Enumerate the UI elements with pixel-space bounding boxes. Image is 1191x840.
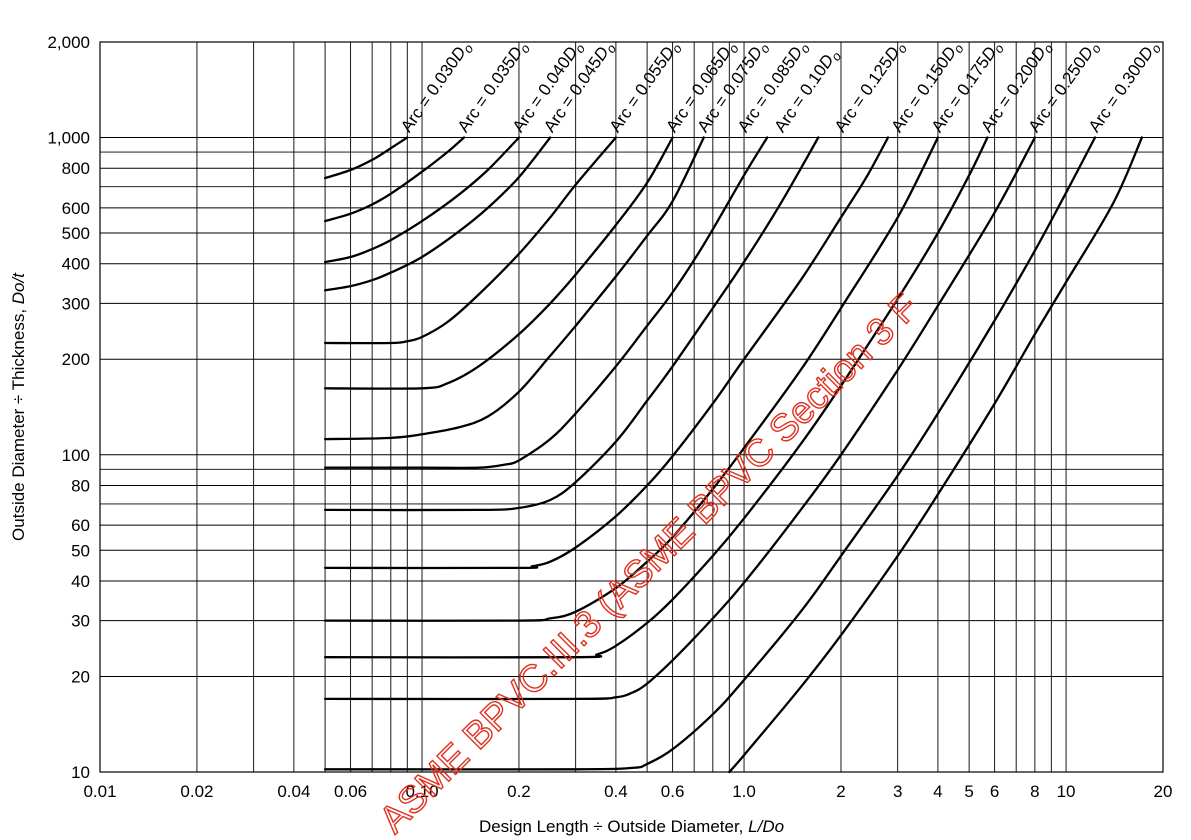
series-line: [323, 136, 769, 470]
x-axis-label: Design Length ÷ Outside Diameter, L/Do: [479, 817, 784, 836]
series-line: [323, 136, 521, 264]
x-tick-label: 0.01: [83, 782, 116, 801]
x-tick-label: 0.04: [277, 782, 310, 801]
x-tick-labels: 0.01 0.02 0.04 0.06 0.10 0.2 0.4 0.6 1.0 2 3 4 5 6 8 10…: [83, 782, 1172, 801]
series-line: [323, 136, 1037, 701]
x-tick-label: 20: [1154, 782, 1173, 801]
y-tick-label: 800: [62, 159, 90, 178]
series-line: [323, 136, 674, 390]
y-tick-label: 40: [71, 572, 90, 591]
x-tick-label: 0.4: [604, 782, 628, 801]
series-line: [323, 136, 890, 570]
x-tick-label: 5: [964, 782, 973, 801]
x-tick-label: 1.0: [732, 782, 756, 801]
y-tick-label: 50: [71, 541, 90, 560]
y-axis-label: Outside Diameter ÷ Thickness, Do/t: [9, 272, 28, 541]
series-line: [323, 136, 1097, 771]
x-tick-label: 0.2: [507, 782, 531, 801]
y-tick-label: 600: [62, 199, 90, 218]
series-curves: [323, 136, 1144, 774]
x-tick-label: 8: [1030, 782, 1039, 801]
y-tick-label: 20: [71, 667, 90, 686]
y-tick-label: 400: [62, 255, 90, 274]
x-tick-label: 0.6: [661, 782, 685, 801]
series-line: [323, 136, 552, 292]
watermark: ASME BPVC.III.3 (ASME BPVC Section 3 F: [372, 286, 927, 840]
y-tick-label: 80: [71, 476, 90, 495]
y-tick-label: 10: [71, 763, 90, 782]
x-tick-label: 0.02: [180, 782, 213, 801]
x-tick-label: 4: [933, 782, 942, 801]
series-line: [728, 136, 1144, 774]
series-line: [323, 136, 989, 659]
y-tick-label: 500: [62, 224, 90, 243]
y-tick-label: 30: [71, 612, 90, 631]
grid-lines: [99, 41, 1164, 773]
plot-frame: [99, 41, 1164, 773]
series-line: [323, 136, 820, 512]
series-line: [323, 136, 705, 441]
y-tick-label: 100: [62, 446, 90, 465]
x-tick-label: 0.06: [334, 782, 367, 801]
y-tick-label: 60: [71, 516, 90, 535]
x-tick-label: 2: [836, 782, 845, 801]
y-tick-label: 300: [62, 294, 90, 313]
series-line: [323, 136, 409, 180]
series-line: [323, 136, 940, 622]
series-line: [323, 136, 618, 345]
y-tick-label: 2,000: [47, 33, 90, 52]
x-tick-label: 6: [990, 782, 999, 801]
x-tick-label: 10: [1057, 782, 1076, 801]
x-tick-label: 3: [893, 782, 902, 801]
y-tick-labels: 10 20 30 40 50 60 80 100 200 300 400 500 600 800 1,000…: [47, 33, 90, 782]
series-line: [323, 136, 466, 223]
y-tick-label: 1,000: [47, 129, 90, 148]
y-tick-label: 200: [62, 350, 90, 369]
x-tick-label: 0.10: [405, 782, 438, 801]
